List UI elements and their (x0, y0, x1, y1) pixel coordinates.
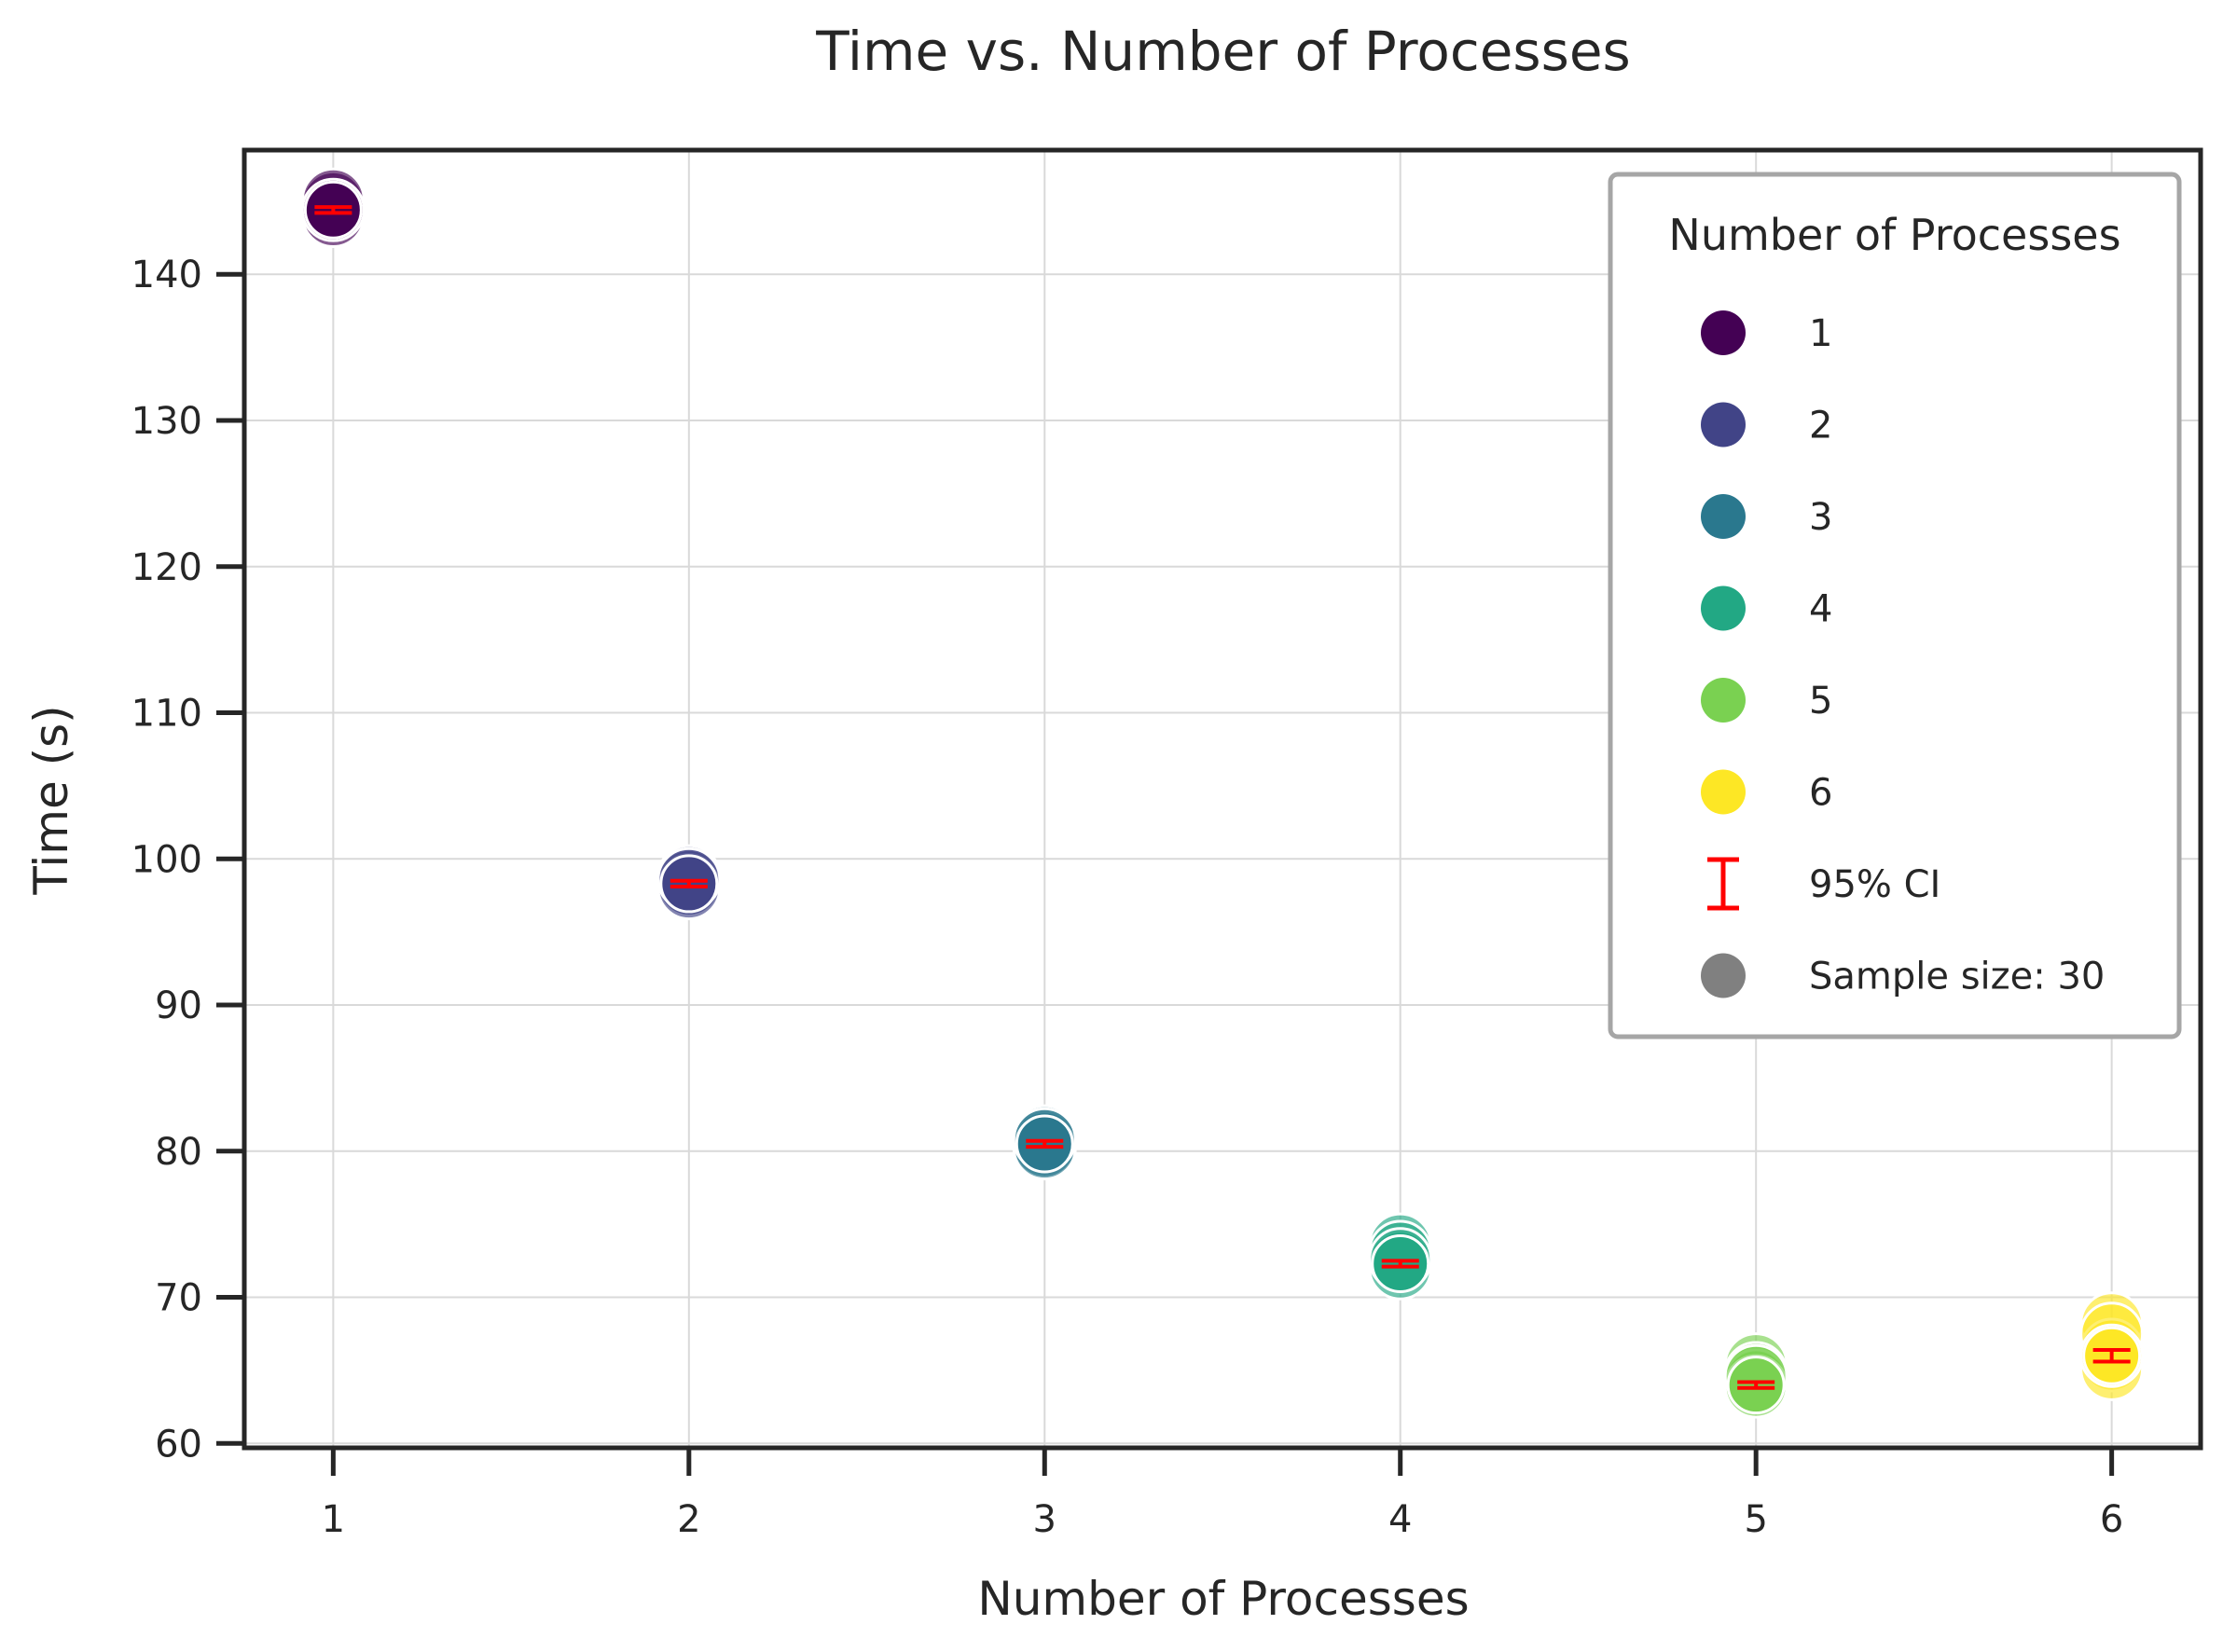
y-axis: 60 70 80 90 100 110 120 130 140 (131, 254, 244, 1466)
y-axis-label: Time (s) (24, 705, 78, 895)
error-bars (314, 205, 2131, 1390)
y-tick-label: 70 (155, 1277, 202, 1320)
legend-marker (1701, 310, 1746, 355)
y-tick-label: 90 (155, 984, 202, 1027)
legend-label: 4 (1809, 588, 1832, 631)
x-tick-label: 5 (1744, 1498, 1767, 1541)
legend-label: 2 (1809, 405, 1832, 447)
x-tick-label: 1 (322, 1498, 345, 1541)
y-tick-label: 120 (131, 546, 202, 589)
y-tick-label: 110 (131, 693, 202, 736)
plot-frame (242, 147, 2203, 1451)
legend-marker (1701, 402, 1746, 447)
legend-box (1608, 172, 2182, 1039)
y-tick-label: 130 (131, 400, 202, 443)
legend-label: 95% CI (1809, 863, 1940, 906)
legend-label: 6 (1809, 772, 1832, 815)
chart-title: Time vs. Number of Processes (815, 20, 1630, 83)
legend-label: 3 (1809, 496, 1832, 539)
x-axis: 1 2 3 4 5 6 (322, 1448, 2123, 1541)
y-tick-label: 100 (131, 838, 202, 881)
x-tick-label: 2 (677, 1498, 700, 1541)
legend-label: 1 (1809, 312, 1832, 355)
legend-label: Sample size: 30 (1809, 956, 2105, 998)
legend: Number of Processes 1 2 3 4 5 6 95% CI Sample s… (1608, 172, 2182, 1039)
legend-marker (1701, 769, 1746, 815)
legend-marker (1701, 678, 1746, 723)
x-tick-label: 6 (2100, 1498, 2123, 1541)
legend-marker (1701, 585, 1746, 631)
y-tick-label: 60 (155, 1423, 202, 1466)
legend-marker (1701, 494, 1746, 539)
y-tick-label: 140 (131, 254, 202, 296)
legend-label: 5 (1809, 680, 1832, 723)
legend-title: Number of Processes (1668, 210, 2120, 260)
x-tick-label: 4 (1388, 1498, 1412, 1541)
x-axis-label: Number of Processes (977, 1572, 1469, 1626)
legend-marker (1701, 953, 1746, 998)
x-tick-label: 3 (1033, 1498, 1056, 1541)
y-tick-label: 80 (155, 1131, 202, 1174)
